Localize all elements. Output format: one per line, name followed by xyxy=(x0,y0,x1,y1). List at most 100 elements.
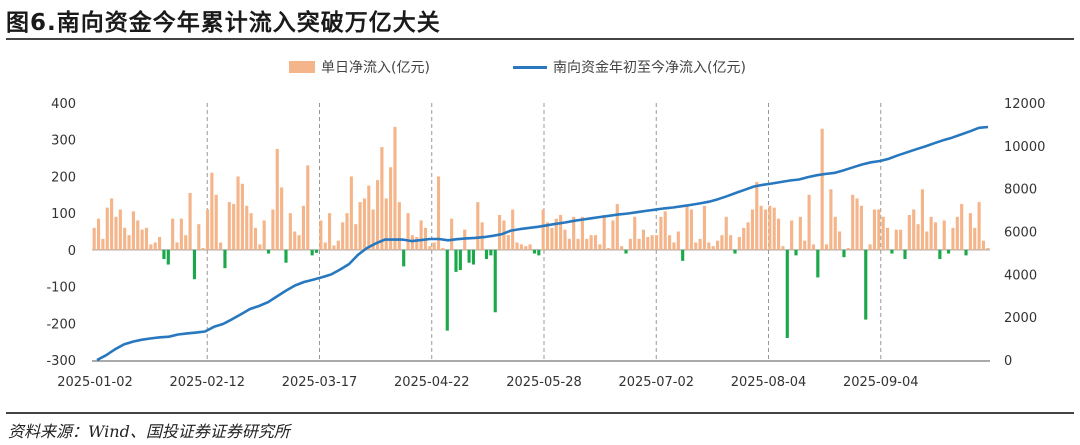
bar xyxy=(101,238,105,250)
x-tick-label: 2025-01-02 xyxy=(57,375,133,390)
bar xyxy=(759,205,763,250)
bar xyxy=(188,192,192,250)
bar xyxy=(131,211,135,250)
bar-series xyxy=(92,126,990,338)
bar xyxy=(729,235,733,250)
right-axis: 12000 10000 8000 6000 4000 2000 0 xyxy=(1004,97,1045,369)
bar xyxy=(576,238,580,250)
bar xyxy=(986,248,990,250)
right-tick-label: 2000 xyxy=(1004,311,1037,326)
bar xyxy=(681,249,685,261)
bar xyxy=(807,194,811,250)
bar xyxy=(541,209,545,250)
bar xyxy=(685,205,689,250)
bar xyxy=(149,244,153,250)
footer-rule xyxy=(6,412,1074,414)
bar xyxy=(471,249,476,265)
bar xyxy=(458,249,462,271)
bar xyxy=(654,235,659,250)
bar xyxy=(314,249,319,253)
bar xyxy=(885,227,890,250)
bar xyxy=(598,244,602,250)
left-tick-label: 400 xyxy=(51,97,76,112)
right-tick-label: 8000 xyxy=(1004,183,1037,198)
bar xyxy=(436,176,441,250)
bar xyxy=(720,235,724,250)
bar xyxy=(271,209,275,250)
bar xyxy=(733,249,737,254)
bar xyxy=(916,224,920,250)
bar xyxy=(197,224,201,250)
bar xyxy=(973,227,977,250)
bar xyxy=(105,207,109,250)
bar xyxy=(785,249,789,338)
bar xyxy=(811,244,816,250)
bar xyxy=(650,235,654,250)
bar xyxy=(768,205,772,250)
bar xyxy=(763,209,768,250)
bar xyxy=(506,235,510,250)
x-tick-label: 2025-03-17 xyxy=(282,375,358,390)
left-tick-label: 300 xyxy=(51,134,76,149)
bar xyxy=(519,244,523,250)
legend-item-bar[interactable]: 单日净流入(亿元) xyxy=(289,57,430,77)
bar xyxy=(262,220,266,250)
legend-item-line[interactable]: 南向资金年初至今净流入(亿元) xyxy=(513,57,746,77)
bar xyxy=(637,238,641,250)
bar xyxy=(419,220,423,250)
bar xyxy=(633,216,637,250)
bar xyxy=(620,246,624,250)
bar xyxy=(585,238,589,250)
bar xyxy=(371,209,375,250)
x-tick-label: 2025-08-04 xyxy=(731,375,807,390)
left-tick-label: -100 xyxy=(46,281,76,296)
bar xyxy=(515,242,519,250)
bar xyxy=(877,209,881,250)
bar xyxy=(903,249,907,260)
bar xyxy=(698,238,702,250)
bar xyxy=(724,216,728,250)
bar xyxy=(951,227,955,250)
bar xyxy=(872,209,877,250)
bar xyxy=(219,242,223,250)
bar xyxy=(249,213,253,250)
bar xyxy=(232,203,236,250)
bar xyxy=(114,216,118,250)
x-axis: 2025-01-02 2025-02-12 2025-03-17 2025-04-22… xyxy=(57,375,918,390)
bar xyxy=(615,203,619,250)
right-tick-label: 0 xyxy=(1004,354,1012,369)
bar xyxy=(319,220,323,250)
bar xyxy=(205,209,210,250)
bar xyxy=(397,202,401,250)
bar xyxy=(489,249,493,256)
bar xyxy=(545,222,550,250)
bar xyxy=(454,249,458,272)
bar xyxy=(493,249,497,313)
bar xyxy=(293,231,297,250)
bar xyxy=(406,213,410,250)
left-tick-label: -200 xyxy=(46,317,76,332)
bar xyxy=(920,189,925,250)
bar xyxy=(846,248,850,250)
bar xyxy=(981,240,986,250)
bar xyxy=(476,202,480,250)
bar xyxy=(275,148,279,250)
bar xyxy=(288,213,292,250)
bar xyxy=(881,216,885,250)
bar xyxy=(92,227,96,250)
bar xyxy=(432,242,436,250)
bar xyxy=(777,218,781,250)
left-tick-label: 200 xyxy=(51,170,76,185)
bar xyxy=(794,249,798,256)
bar xyxy=(798,216,802,250)
bar xyxy=(563,229,567,250)
bar xyxy=(707,242,711,250)
bar xyxy=(833,216,837,250)
legend-bar-label: 单日净流入(亿元) xyxy=(321,60,430,76)
bar xyxy=(646,237,650,250)
bar xyxy=(127,235,131,250)
bar xyxy=(803,240,807,250)
bar xyxy=(367,185,371,250)
bar xyxy=(498,214,502,250)
